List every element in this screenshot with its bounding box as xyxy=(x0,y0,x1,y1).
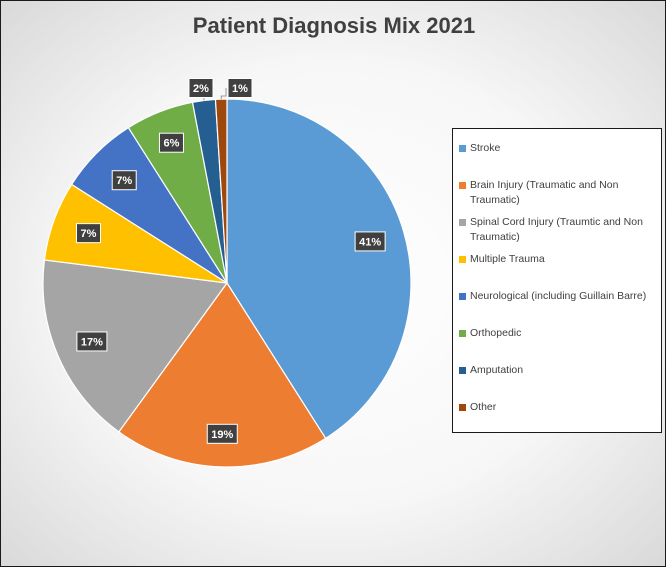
data-label-6: 2% xyxy=(188,78,214,98)
legend-label-0: Stroke xyxy=(470,142,501,154)
pie-slice-0 xyxy=(226,98,412,440)
chart-title: Patient Diagnosis Mix 2021 xyxy=(192,13,476,38)
legend-swatch-5 xyxy=(459,330,466,337)
legend-label-4: Neurological (including Guillain Barre) xyxy=(470,290,647,302)
svg-text:2%: 2% xyxy=(193,83,209,95)
legend-swatch-7 xyxy=(459,404,466,411)
data-label-5: 6% xyxy=(158,132,184,153)
svg-text:7%: 7% xyxy=(81,228,97,240)
legend-label-6: Amputation xyxy=(470,364,524,376)
pie-slice-7 xyxy=(214,98,228,284)
data-label-0: 41% xyxy=(354,231,386,252)
pie-slice-2 xyxy=(42,259,229,433)
legend-item-6: Amputation xyxy=(459,363,659,378)
legend-item-2: Spinal Cord Injury (Traumtic and Non Tra… xyxy=(459,215,659,245)
legend-item-7: Other xyxy=(459,400,659,415)
legend-swatch-0 xyxy=(459,145,466,152)
svg-text:6%: 6% xyxy=(164,138,180,150)
legend-label-3: Multiple Trauma xyxy=(470,253,545,265)
legend-swatch-4 xyxy=(459,293,466,300)
data-label-4: 7% xyxy=(111,170,137,191)
legend-item-3: Multiple Trauma xyxy=(459,252,659,267)
svg-text:41%: 41% xyxy=(359,236,381,248)
data-label-2: 17% xyxy=(76,331,108,352)
legend-label-1: Brain Injury (Traumatic and Non Traumati… xyxy=(470,179,619,206)
pie-slice-1 xyxy=(118,281,327,468)
svg-text:7%: 7% xyxy=(116,175,132,187)
legend-item-1: Brain Injury (Traumatic and Non Traumati… xyxy=(459,178,659,208)
legend-swatch-6 xyxy=(459,367,466,374)
data-label-3: 7% xyxy=(76,223,102,244)
legend-swatch-1 xyxy=(459,182,466,189)
legend-label-5: Orthopedic xyxy=(470,327,522,339)
leader-line-7 xyxy=(220,88,227,100)
svg-text:19%: 19% xyxy=(211,429,233,441)
legend-label-7: Other xyxy=(470,401,497,413)
legend-swatch-2 xyxy=(459,219,466,226)
svg-text:1%: 1% xyxy=(232,83,248,95)
legend-swatch-3 xyxy=(459,256,466,263)
legend-item-5: Orthopedic xyxy=(459,326,659,341)
chart-legend: Stroke Brain Injury (Traumatic and Non Tr… xyxy=(452,128,662,433)
legend-item-4: Neurological (including Guillain Barre) xyxy=(459,289,659,304)
legend-item-0: Stroke xyxy=(459,141,659,156)
svg-text:17%: 17% xyxy=(81,336,103,348)
data-label-1: 19% xyxy=(206,423,238,444)
data-label-7: 1% xyxy=(227,78,253,98)
legend-label-2: Spinal Cord Injury (Traumtic and Non Tra… xyxy=(470,216,643,243)
